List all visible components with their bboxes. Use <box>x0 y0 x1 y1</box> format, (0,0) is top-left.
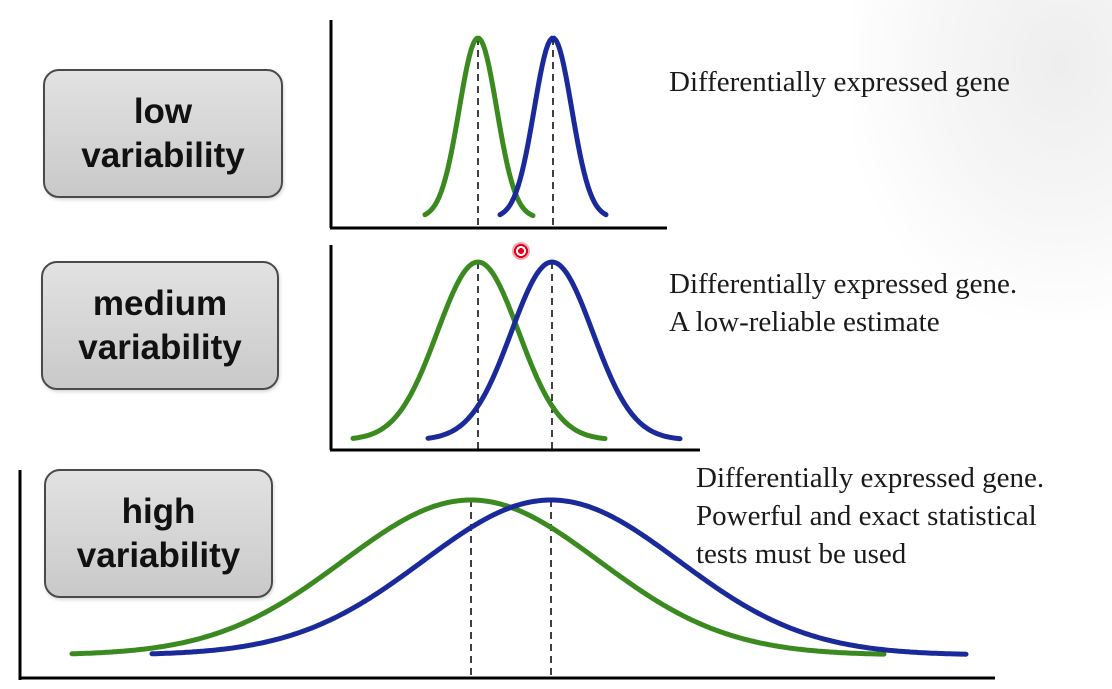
low-curve-group-b <box>497 35 609 218</box>
high-variability-description: Differentially expressed gene. Powerful … <box>696 459 1044 573</box>
medium-variability-description: Differentially expressed gene. A low-rel… <box>669 265 1017 341</box>
low-variability-plot <box>329 20 667 230</box>
background-decoration <box>852 0 1112 320</box>
medium-variability-line-2: variability <box>78 327 242 367</box>
low-variability-label: low variability <box>43 69 283 198</box>
pointer-cursor-icon <box>512 242 530 260</box>
medium-desc-line-2: A low-reliable estimate <box>669 306 940 338</box>
medium-desc-line-1: Differentially expressed gene. <box>669 268 1018 300</box>
high-variability-line-2: variability <box>76 535 241 575</box>
low-desc-line-1: Differentially expressed gene <box>669 66 1010 98</box>
high-curve-group-b <box>149 497 969 657</box>
high-desc-line-3: tests must be used <box>696 538 907 570</box>
high-desc-line-1: Differentially expressed gene. <box>696 462 1045 494</box>
medium-variability-label: medium variability <box>41 261 279 390</box>
medium-curve-group-a <box>350 259 608 442</box>
high-curve-group-a <box>69 497 887 657</box>
high-variability-plot <box>18 470 995 680</box>
high-variability-line-1: high <box>121 491 196 531</box>
low-variability-description: Differentially expressed gene <box>669 63 1010 101</box>
medium-variability-plot <box>329 245 700 452</box>
low-variability-line-2: variability <box>81 135 245 175</box>
low-variability-line-1: low <box>133 91 193 131</box>
medium-variability-line-1: medium <box>92 283 228 323</box>
high-variability-label: high variability <box>44 469 273 598</box>
medium-curve-group-b <box>425 259 683 442</box>
high-desc-line-2: Powerful and exact statistical <box>696 500 1037 532</box>
